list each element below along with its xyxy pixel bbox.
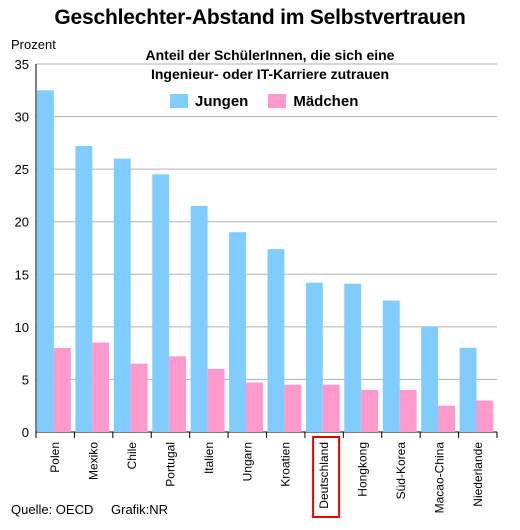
legend-swatch-maedchen [268, 94, 287, 108]
legend-item-maedchen: Mädchen [268, 93, 358, 110]
highlight-box [312, 436, 341, 518]
x-tick-label: Kroatien [279, 442, 293, 487]
x-tick-label: Chile [125, 442, 139, 470]
legend-label-jungen: Jungen [195, 92, 249, 110]
bar-jungen [344, 283, 362, 432]
bar-maedchen [361, 389, 379, 432]
bar-jungen [382, 300, 400, 432]
bar-maedchen [246, 382, 263, 432]
legend-swatch-jungen [170, 94, 188, 108]
bar-maedchen [284, 384, 302, 432]
legend: Jungen Mädchen [170, 91, 378, 111]
bar-maedchen [53, 347, 71, 432]
bar-jungen [75, 146, 93, 432]
bar-maedchen [92, 342, 110, 432]
bar-jungen [190, 205, 208, 432]
y-tick-label: 35 [15, 57, 29, 72]
bar-maedchen [399, 389, 417, 432]
x-tick-label: Deutschland [317, 442, 331, 509]
bar-jungen [421, 326, 439, 432]
x-tick-label: Polen [48, 442, 62, 473]
x-tick-label: Portugal [164, 442, 178, 487]
bar-maedchen [476, 400, 494, 432]
x-tick-label: Ungarn [240, 442, 254, 481]
chart-subtitle-line2: Ingenieur- oder IT-Karriere zutrauen [150, 66, 390, 82]
y-tick-label: 5 [22, 372, 29, 387]
y-axis-label: Prozent [11, 37, 56, 52]
credit-note: Grafik:NR [111, 502, 169, 517]
x-tick-label: Mexiko [87, 442, 101, 480]
y-tick-label: 30 [15, 110, 29, 125]
bar-jungen [267, 249, 285, 432]
bar-maedchen [130, 363, 148, 432]
chart-subtitle-line1: Anteil der SchülerInnen, die sich eine [145, 47, 395, 63]
y-tick-label: 0 [22, 425, 29, 440]
y-tick-label: 25 [15, 162, 29, 177]
bar-maedchen [207, 368, 225, 432]
bar-jungen [113, 158, 131, 432]
bar-maedchen [438, 405, 455, 432]
bar-jungen [459, 347, 477, 432]
x-tick-label: Niederlande [471, 442, 485, 507]
bar-jungen [229, 232, 246, 432]
y-tick-label: 10 [15, 320, 29, 335]
legend-label-maedchen: Mädchen [293, 92, 359, 110]
y-tick-label: 20 [15, 215, 29, 230]
bar-jungen [152, 174, 170, 432]
y-tick-label: 15 [15, 267, 29, 282]
bar-jungen [305, 282, 323, 432]
x-tick-label: Macao-China [432, 442, 446, 514]
bar-jungen [37, 90, 54, 433]
bar-maedchen [322, 384, 340, 432]
bar-maedchen [169, 356, 187, 432]
source-note: Quelle: OECD [11, 502, 94, 517]
x-tick-label: Italien [202, 442, 216, 474]
chart-title: Geschlechter-Abstand im Selbstvertrauen [54, 6, 466, 29]
x-tick-label: Süd-Korea [394, 442, 408, 500]
x-tick-label: Hongkong [356, 442, 370, 497]
legend-item-jungen: Jungen [170, 93, 248, 110]
